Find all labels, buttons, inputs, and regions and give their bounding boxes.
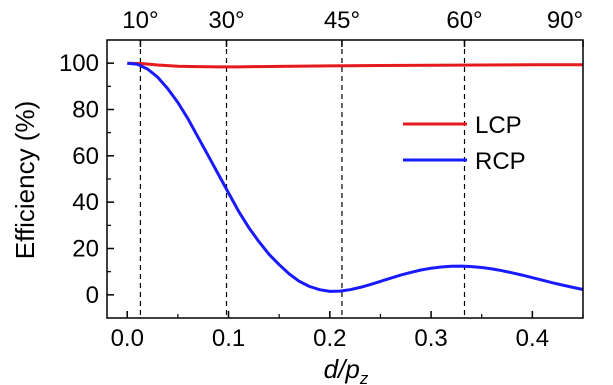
x-tick-label: 0.1 [212, 325, 245, 352]
top-tick-label: 30° [208, 7, 244, 34]
y-tick-label: 20 [72, 236, 99, 263]
top-tick-label: 60° [446, 7, 482, 34]
x-axis-title: d/pz [324, 354, 369, 385]
x-axis-title-sub: z [359, 369, 369, 385]
legend: LCP RCP [403, 112, 526, 175]
y-axis: 0 20 40 60 80 100 [59, 50, 114, 309]
reference-lines [139, 40, 466, 318]
x-axis-title-main: d/p [324, 354, 360, 384]
top-tick-label: 45° [324, 7, 360, 34]
x-tick-label: 0.3 [414, 325, 447, 352]
legend-label-lcp: LCP [475, 112, 522, 139]
x-tick-label: 0.4 [516, 325, 549, 352]
plot-frame [106, 39, 584, 319]
x-axis: 0.0 0.1 0.2 0.3 0.4 [111, 311, 584, 352]
y-tick-label: 60 [72, 143, 99, 170]
legend-label-rcp: RCP [475, 148, 526, 175]
y-tick-label: 100 [59, 50, 99, 77]
x-tick-label: 0.0 [111, 325, 144, 352]
y-tick-label: 40 [72, 189, 99, 216]
y-tick-label: 80 [72, 97, 99, 124]
series-line-rcp [127, 61, 584, 293]
series-layer [127, 61, 584, 293]
top-tick-label: 10° [122, 7, 158, 34]
x-tick-label: 0.2 [313, 325, 346, 352]
y-tick-label: 0 [86, 282, 99, 309]
top-tick-label: 90° [547, 7, 583, 34]
top-axis: 10° 30° 45° 60° 90° [122, 7, 584, 47]
y-axis-title: Efficiency (%) [10, 101, 40, 259]
series-line-lcp [127, 61, 583, 69]
